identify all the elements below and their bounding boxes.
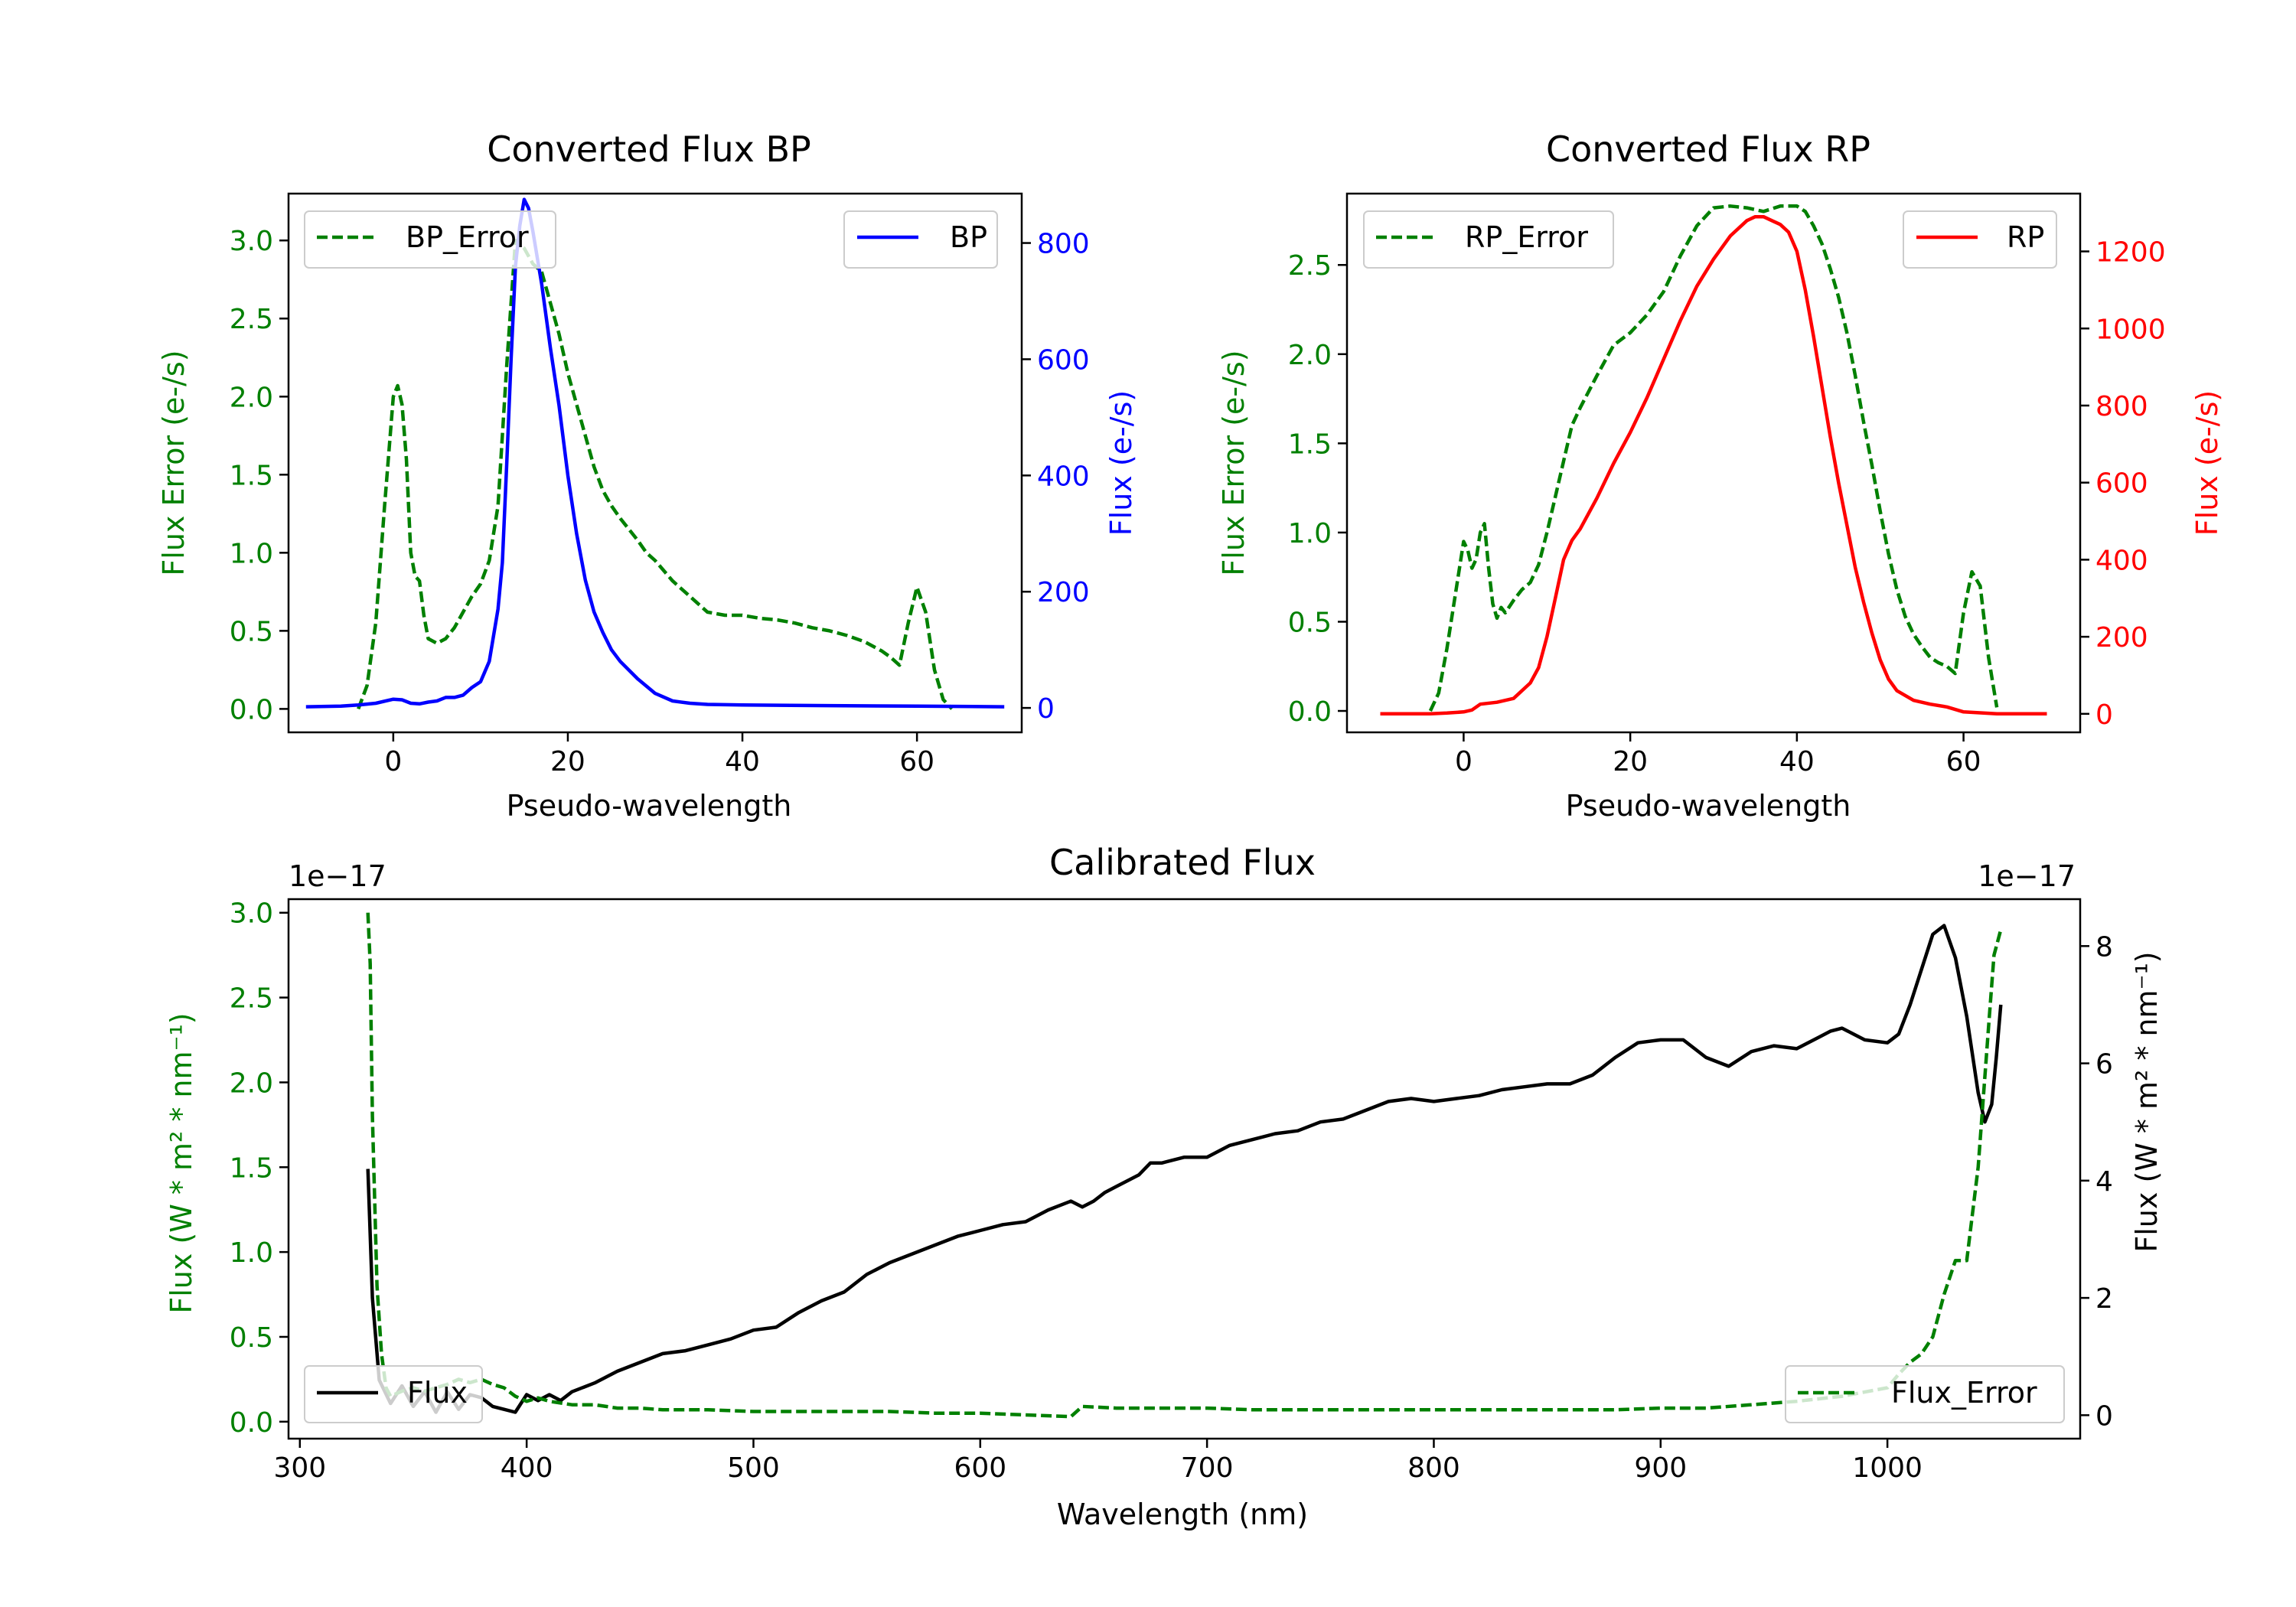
- cal-right-ytick-label: 0: [2095, 1400, 2113, 1432]
- rp-right-axis-label: Flux (e-/s): [2190, 390, 2224, 536]
- calibrated-xlabel: Wavelength (nm): [1057, 1498, 1308, 1531]
- bp-title: Converted Flux BP: [487, 129, 811, 170]
- bp-left-ytick-label: 3.0: [230, 226, 273, 257]
- bp-left-ytick-label: 0.0: [230, 694, 273, 725]
- bp-plot-area: 0 20 40 60 0.0 0.5 1.0 1.5 2.0 2.5 3.0 0 200 400 600 80…: [230, 192, 1090, 777]
- rp-series-rp: [1380, 214, 2047, 716]
- bp-error-legend-label: BP_Error: [406, 220, 529, 254]
- rp-left-axis-label: Flux Error (e-/s): [1217, 350, 1251, 575]
- rp-left-ytick-label: 1.0: [1288, 518, 1332, 549]
- bp-xlabel: Pseudo-wavelength: [507, 789, 792, 823]
- calibrated-flux-legend-box: [304, 1365, 483, 1423]
- cal-right-ytick-label: 2: [2095, 1283, 2113, 1315]
- cal-xtick-label: 600: [954, 1452, 1006, 1484]
- rp-right-ytick-label: 400: [2095, 545, 2148, 576]
- rp-error-legend: RP_Error: [1363, 210, 1614, 269]
- rp-error-legend-box: [1363, 210, 1614, 269]
- calibrated-error-legend-box: [1785, 1365, 2065, 1423]
- bp-legend-box: [843, 210, 998, 269]
- rp-left-ytick-label: 1.5: [1288, 429, 1332, 460]
- rp-left-ytick-label: 0.0: [1288, 696, 1332, 728]
- bp-right-ytick-label: 0: [1037, 693, 1055, 725]
- rp-right-ytick-label: 1000: [2095, 314, 2166, 345]
- calibrated-plot-area: 300 400 500 600 700 800 900 1000 0.0 0.5 1.0 1.5 2.0…: [230, 898, 2113, 1484]
- rp-panel: Converted Flux RP Pseudo-wavelength Flux…: [1217, 129, 2224, 823]
- cal-xtick-label: 900: [1634, 1452, 1687, 1484]
- rp-left-ytick-label: 2.5: [1288, 250, 1332, 282]
- bp-right-ytick-label: 200: [1037, 577, 1090, 608]
- rp-right-ytick-label: 800: [2095, 391, 2148, 422]
- calibrated-error-legend-label: Flux_Error: [1891, 1376, 2037, 1410]
- calibrated-right-axis-label: Flux (W * m² * nm⁻¹): [2130, 951, 2164, 1252]
- rp-right-ytick-label: 600: [2095, 468, 2148, 500]
- bp-right-axis-label: Flux (e-/s): [1104, 390, 1138, 536]
- cal-xtick-label: 1000: [1852, 1452, 1923, 1484]
- cal-left-ytick-label: 1.5: [230, 1152, 273, 1184]
- rp-xtick-label: 0: [1455, 746, 1473, 777]
- cal-xtick-label: 800: [1407, 1452, 1460, 1484]
- bp-error-legend-box: [304, 210, 556, 269]
- bp-xtick-label: 0: [384, 746, 402, 777]
- rp-legend-label: RP: [2007, 220, 2044, 254]
- calibrated-right-offset-text: 1e−17: [1978, 859, 2076, 893]
- rp-xtick-label: 60: [1946, 746, 1981, 777]
- calibrated-flux-legend-label: Flux: [407, 1376, 468, 1410]
- rp-right-ytick-label: 0: [2095, 699, 2113, 731]
- cal-right-ytick-label: 4: [2095, 1166, 2113, 1198]
- cal-xtick-label: 300: [273, 1452, 326, 1484]
- bp-xtick-label: 20: [550, 746, 585, 777]
- calibrated-error-legend: Flux_Error: [1785, 1365, 2065, 1423]
- cal-left-ytick-label: 0.0: [230, 1407, 273, 1439]
- rp-xtick-label: 40: [1779, 746, 1815, 777]
- bp-panel: Converted Flux BP Pseudo-wavelength Flux…: [157, 129, 1138, 823]
- bp-left-ytick-label: 2.0: [230, 382, 273, 413]
- cal-axes-frame: [287, 898, 2082, 1440]
- bp-left-ytick-label: 2.5: [230, 304, 273, 335]
- rp-xtick-label: 20: [1613, 746, 1648, 777]
- bp-error-legend: BP_Error: [304, 210, 556, 269]
- bp-left-ytick-label: 0.5: [230, 616, 273, 647]
- calibrated-left-axis-label: Flux (W * m² * nm⁻¹): [165, 1012, 198, 1313]
- rp-xlabel: Pseudo-wavelength: [1566, 789, 1851, 823]
- cal-left-ytick-label: 2.0: [230, 1068, 273, 1099]
- bp-right-ytick-label: 800: [1037, 229, 1090, 260]
- bp-right-ytick-label: 600: [1037, 344, 1090, 376]
- rp-right-ytick-label: 200: [2095, 622, 2148, 654]
- rp-series-rp-error: [1428, 204, 1999, 712]
- cal-xtick-label: 500: [727, 1452, 780, 1484]
- bp-xtick-label: 40: [725, 746, 760, 777]
- bp-left-ytick-label: 1.5: [230, 460, 273, 491]
- bp-right-ytick-label: 400: [1037, 461, 1090, 492]
- cal-series-flux: [366, 924, 2003, 1414]
- cal-left-ytick-label: 1.0: [230, 1237, 273, 1269]
- cal-xtick-label: 400: [501, 1452, 553, 1484]
- bp-left-axis-label: Flux Error (e-/s): [157, 350, 191, 575]
- bp-series-bp-error: [357, 238, 954, 710]
- cal-left-ytick-label: 2.5: [230, 983, 273, 1015]
- rp-legend: RP: [1903, 210, 2057, 269]
- rp-left-ytick-label: 0.5: [1288, 607, 1332, 638]
- rp-title: Converted Flux RP: [1546, 129, 1870, 170]
- bp-legend-label: BP: [950, 220, 987, 254]
- cal-left-ytick-label: 0.5: [230, 1322, 273, 1354]
- calibrated-title: Calibrated Flux: [1049, 842, 1316, 883]
- bp-xtick-label: 60: [899, 746, 934, 777]
- rp-legend-box: [1903, 210, 2057, 269]
- rp-axes-frame: [1345, 192, 2082, 734]
- rp-right-ytick-label: 1200: [2095, 237, 2166, 269]
- bp-axes-frame: [287, 192, 1023, 734]
- calibrated-panel: Calibrated Flux Wavelength (nm) 1e−17 1e…: [165, 842, 2164, 1531]
- cal-xtick-label: 700: [1181, 1452, 1234, 1484]
- cal-right-ytick-label: 8: [2095, 931, 2113, 963]
- rp-plot-area: 0 20 40 60 0.0 0.5 1.0 1.5 2.0 2.5 0 200 400 600 800 10…: [1288, 192, 2166, 777]
- bp-left-ytick-label: 1.0: [230, 538, 273, 569]
- calibrated-flux-legend: Flux: [304, 1365, 483, 1423]
- rp-error-legend-label: RP_Error: [1465, 220, 1588, 254]
- rp-left-ytick-label: 2.0: [1288, 340, 1332, 371]
- calibrated-left-offset-text: 1e−17: [289, 859, 386, 893]
- cal-right-ytick-label: 6: [2095, 1049, 2113, 1081]
- bp-legend: BP: [843, 210, 998, 269]
- cal-left-ytick-label: 3.0: [230, 898, 273, 930]
